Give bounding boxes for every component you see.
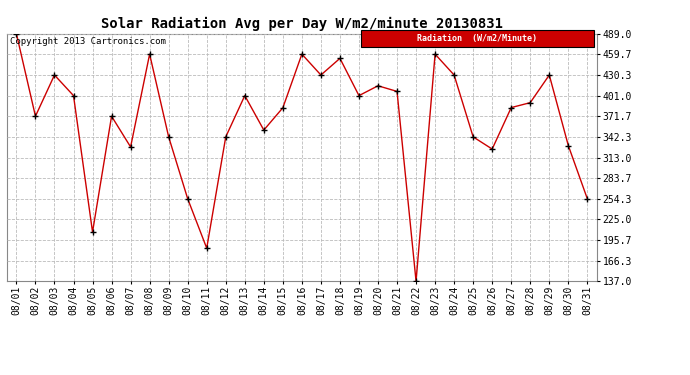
Text: Radiation  (W/m2/Minute): Radiation (W/m2/Minute) (417, 34, 538, 43)
Title: Solar Radiation Avg per Day W/m2/minute 20130831: Solar Radiation Avg per Day W/m2/minute … (101, 17, 503, 31)
FancyBboxPatch shape (361, 30, 594, 47)
Text: Copyright 2013 Cartronics.com: Copyright 2013 Cartronics.com (10, 38, 166, 46)
